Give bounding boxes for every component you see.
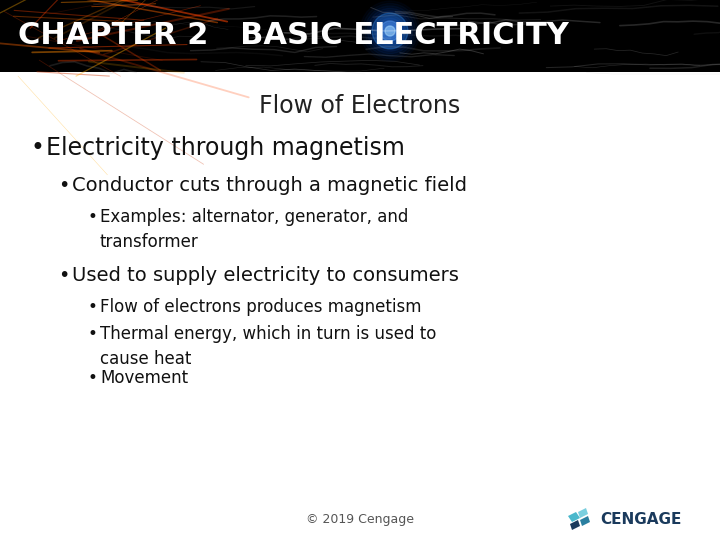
Text: © 2019 Cengage: © 2019 Cengage — [306, 513, 414, 526]
Text: Electricity through magnetism: Electricity through magnetism — [46, 136, 405, 160]
Text: Used to supply electricity to consumers: Used to supply electricity to consumers — [72, 266, 459, 285]
Text: Flow of electrons produces magnetism: Flow of electrons produces magnetism — [100, 298, 421, 316]
Polygon shape — [580, 516, 590, 526]
Circle shape — [385, 26, 395, 36]
Circle shape — [372, 14, 408, 49]
Circle shape — [367, 8, 413, 53]
Circle shape — [379, 21, 400, 42]
Text: •: • — [58, 176, 69, 195]
Circle shape — [372, 13, 408, 49]
Circle shape — [380, 21, 400, 41]
Circle shape — [365, 6, 415, 56]
Bar — [0, 0, 720, 72]
Text: •: • — [88, 208, 98, 226]
Text: Flow of Electrons: Flow of Electrons — [259, 94, 461, 118]
Text: Movement: Movement — [100, 369, 188, 387]
Text: •: • — [88, 325, 98, 343]
Circle shape — [377, 18, 402, 44]
Polygon shape — [578, 508, 588, 518]
Text: •: • — [88, 298, 98, 316]
Text: •: • — [88, 369, 98, 387]
Circle shape — [384, 25, 395, 37]
Circle shape — [387, 28, 393, 34]
Text: CENGAGE: CENGAGE — [600, 512, 681, 528]
Circle shape — [370, 11, 410, 51]
Text: Conductor cuts through a magnetic field: Conductor cuts through a magnetic field — [72, 176, 467, 195]
Text: Examples: alternator, generator, and
transformer: Examples: alternator, generator, and tra… — [100, 208, 408, 251]
Polygon shape — [570, 520, 580, 530]
Circle shape — [382, 23, 398, 39]
Text: Thermal energy, which in turn is used to
cause heat: Thermal energy, which in turn is used to… — [100, 325, 436, 368]
Text: •: • — [30, 136, 44, 160]
Polygon shape — [568, 512, 580, 522]
Circle shape — [374, 16, 405, 46]
Text: •: • — [58, 266, 69, 285]
Text: CHAPTER 2   BASIC ELECTRICITY: CHAPTER 2 BASIC ELECTRICITY — [18, 22, 569, 51]
